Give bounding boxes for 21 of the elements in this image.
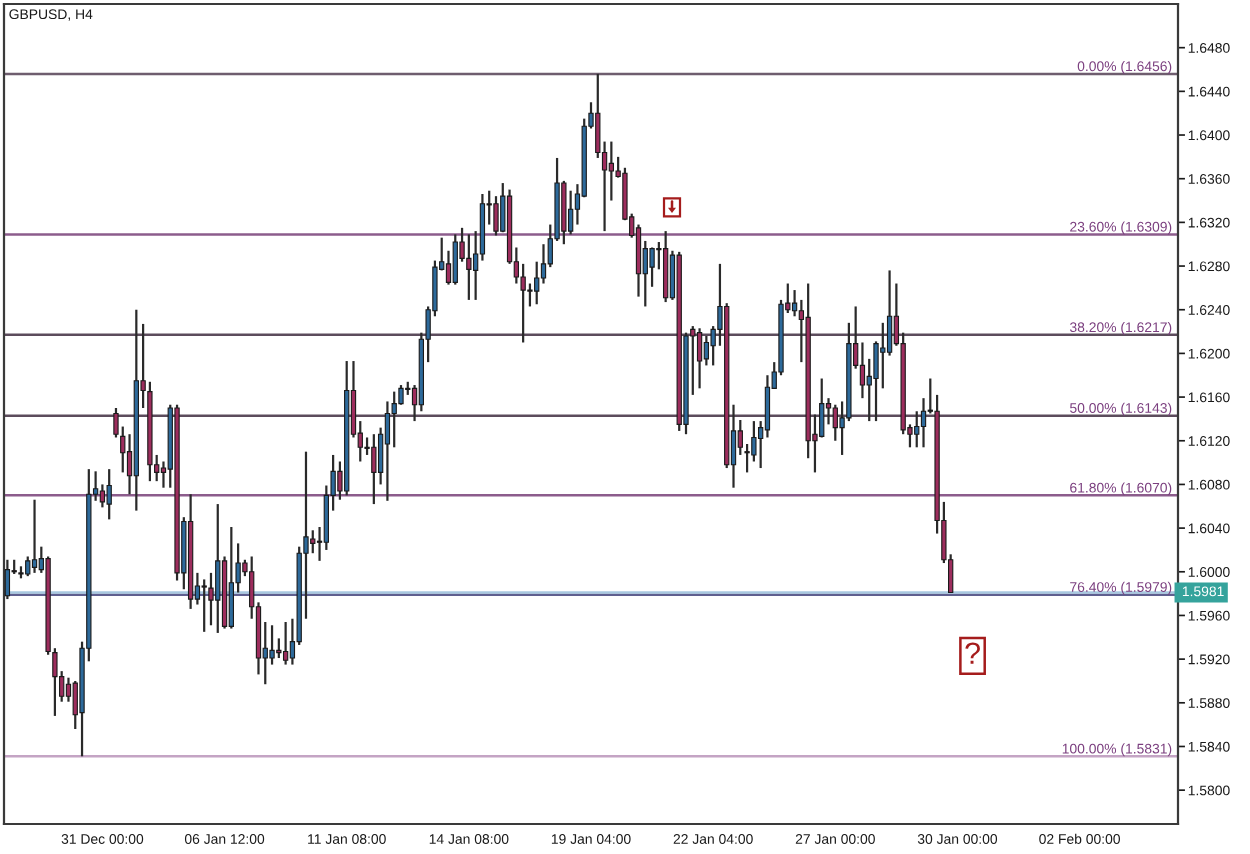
- candlestick: [201, 578, 207, 633]
- candlestick: [880, 321, 886, 390]
- candlestick: [452, 233, 458, 286]
- candlestick: [493, 195, 499, 237]
- candlestick: [445, 249, 452, 286]
- candlestick: [106, 468, 112, 521]
- annotation: ?: [965, 642, 980, 664]
- candlestick: [4, 558, 11, 601]
- candlestick: [31, 498, 38, 574]
- candlestick: [371, 433, 377, 506]
- candlestick: [228, 525, 234, 630]
- candlestick: [269, 624, 275, 666]
- candlestick: [282, 620, 289, 666]
- candlestick: [310, 529, 316, 555]
- candlestick: [649, 246, 655, 288]
- candlestick: [215, 502, 221, 635]
- candlestick: [703, 334, 710, 367]
- candlestick: [466, 233, 472, 302]
- candlestick: [696, 327, 703, 390]
- candlestick: [567, 189, 574, 236]
- candlestick: [384, 400, 391, 502]
